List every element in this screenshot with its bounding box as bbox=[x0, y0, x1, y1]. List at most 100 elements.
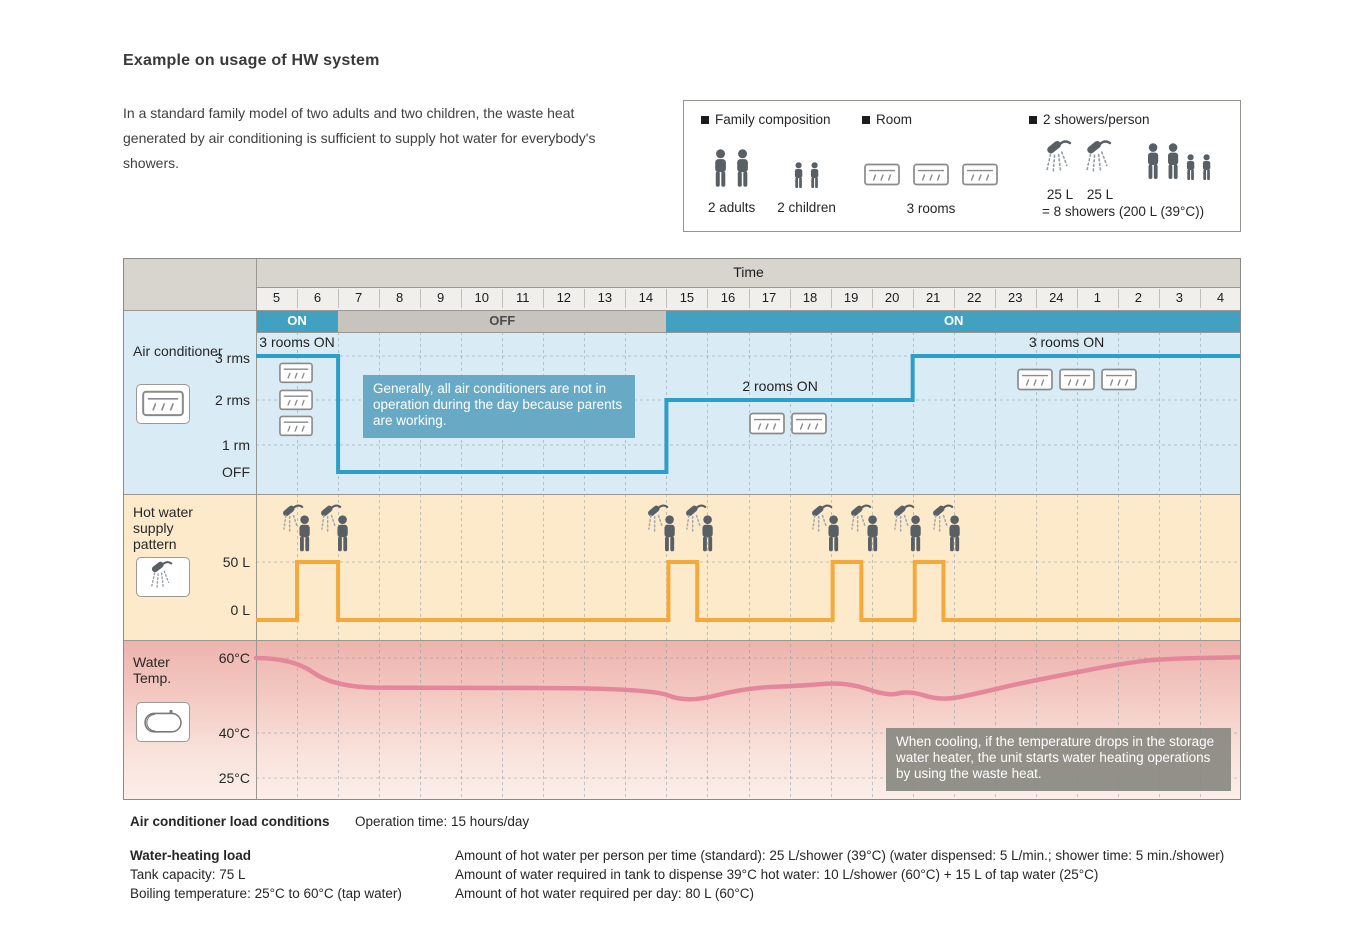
hour-label: 16 bbox=[720, 290, 736, 305]
tank-icon-box bbox=[136, 702, 190, 742]
hour-label: 22 bbox=[966, 290, 982, 305]
axis-label-0l: 0 L bbox=[230, 602, 250, 618]
adult-icon bbox=[715, 149, 726, 187]
shower-unit: 25 L bbox=[1040, 139, 1080, 202]
legend-heading-showers-text: 2 showers/person bbox=[1043, 112, 1150, 127]
hour-label: 11 bbox=[516, 290, 530, 305]
child-icon bbox=[794, 162, 803, 189]
hour-label: 15 bbox=[679, 290, 695, 305]
hour-label: 21 bbox=[925, 290, 941, 305]
room-icons bbox=[864, 163, 998, 187]
operation-time-text: Operation time: 15 hours/day bbox=[355, 814, 530, 829]
intro-line: In a standard family model of two adults… bbox=[123, 105, 575, 121]
amount-line: Amount of hot water required per day: 80… bbox=[455, 886, 755, 901]
air-conditioner-icon bbox=[913, 163, 949, 186]
legend-heading-showers: 2 showers/person bbox=[1029, 112, 1150, 127]
power-onoff-bar: ON OFF ON bbox=[256, 310, 1241, 332]
water-heating-load-heading: Water-heating load bbox=[130, 848, 252, 863]
hour-label: 18 bbox=[802, 290, 818, 305]
person-shower-icon bbox=[647, 504, 675, 552]
ac-icon-group bbox=[748, 412, 827, 436]
water-temp-callout: When cooling, if the temperature drops i… bbox=[886, 728, 1231, 791]
shower-volume-label: 25 L bbox=[1046, 187, 1074, 202]
shower-head-icon bbox=[150, 561, 173, 590]
section-label-air-conditioner: Air conditioner bbox=[133, 343, 223, 359]
shower-group bbox=[810, 504, 885, 556]
ac-icon-group bbox=[1017, 368, 1138, 392]
hour-label: 2 bbox=[1134, 290, 1142, 305]
person-shower-icon bbox=[932, 504, 960, 552]
child-icon bbox=[1202, 154, 1210, 181]
adult-icon bbox=[1148, 143, 1159, 179]
axis-label-25c: 25°C bbox=[218, 770, 250, 786]
shower-volume-label: 25 L bbox=[1086, 187, 1114, 202]
power-segment-on: ON bbox=[666, 310, 1241, 332]
person-shower-icon bbox=[321, 504, 348, 552]
water-heating-load-block: Water-heating load Tank capacity: 75 L Bo… bbox=[130, 846, 402, 903]
ac-icon-group bbox=[278, 362, 313, 438]
water-heating-line: Boiling temperature: 25°C to 60°C (tap w… bbox=[130, 886, 402, 901]
hour-label: 13 bbox=[597, 290, 613, 305]
power-segment-off: OFF bbox=[338, 310, 667, 332]
annotation-3-rooms-on: 3 rooms ON bbox=[1028, 334, 1105, 350]
adults-group: 2 adults bbox=[708, 149, 755, 215]
axis-label-off: OFF bbox=[222, 464, 250, 480]
amount-line: Amount of water required in tank to disp… bbox=[455, 867, 1099, 882]
ac-callout: Generally, all air conditioners are not … bbox=[363, 375, 635, 438]
amount-line: Amount of hot water per person per time … bbox=[455, 848, 1225, 863]
rooms-group: 3 rooms bbox=[864, 163, 998, 216]
air-conditioner-icon bbox=[142, 390, 184, 417]
hour-label: 8 bbox=[396, 290, 404, 305]
intro-line: generated by air conditioning is suffici… bbox=[123, 130, 596, 146]
air-conditioner-icon bbox=[278, 389, 313, 410]
shower-result-label: = 8 showers (200 L (39°C)) bbox=[1042, 204, 1205, 219]
axis-label-60c: 60°C bbox=[218, 650, 250, 666]
adult-icon bbox=[1168, 143, 1179, 179]
chart-overlay-layer: 3 rooms ON 2 rooms ON 3 rooms ON bbox=[123, 258, 1241, 800]
legend-heading-family: Family composition bbox=[701, 112, 831, 127]
family-composition-group: 2 adults 2 children bbox=[708, 149, 836, 215]
square-bullet-icon bbox=[862, 115, 870, 124]
hour-label: 5 bbox=[272, 290, 281, 305]
hour-label: 23 bbox=[1008, 290, 1023, 305]
child-icon bbox=[810, 162, 819, 189]
air-conditioner-icon bbox=[278, 362, 313, 384]
air-conditioner-icon bbox=[748, 412, 785, 435]
storage-tank-icon bbox=[144, 710, 182, 733]
air-conditioner-icon bbox=[278, 415, 313, 437]
child-icons bbox=[792, 162, 821, 191]
corner-cell bbox=[123, 258, 256, 310]
hour-label: 17 bbox=[761, 290, 777, 305]
water-heating-load-lines: Tank capacity: 75 L Boiling temperature: … bbox=[130, 865, 402, 903]
annotation-3-rooms-on: 3 rooms ON bbox=[259, 334, 335, 350]
legend-heading-room: Room bbox=[862, 112, 912, 127]
hour-label: 1 bbox=[1093, 290, 1101, 305]
hot-water-amounts-block: Amount of hot water per person per time … bbox=[455, 846, 1224, 903]
adult-icons bbox=[711, 149, 752, 191]
legend-box: Family composition Room 2 showers/person… bbox=[683, 100, 1241, 270]
person-shower-icon bbox=[812, 504, 839, 552]
hour-label: 19 bbox=[843, 290, 859, 305]
air-conditioner-icon bbox=[790, 412, 827, 435]
person-shower-icon bbox=[850, 504, 878, 552]
air-conditioner-icon bbox=[1101, 368, 1138, 391]
shower-group bbox=[892, 504, 967, 556]
axis-label-40c: 40°C bbox=[218, 725, 250, 741]
hour-label: 6 bbox=[313, 290, 322, 305]
page-title: Example on usage of HW system bbox=[123, 52, 380, 69]
air-conditioner-icon bbox=[864, 163, 900, 186]
hour-label: 20 bbox=[884, 290, 900, 305]
hour-label: 10 bbox=[474, 290, 489, 305]
power-segment-on: ON bbox=[256, 310, 339, 332]
person-shower-icon bbox=[686, 504, 714, 552]
shower-group bbox=[646, 504, 721, 556]
shower-icon-box bbox=[136, 557, 190, 597]
hour-label: 4 bbox=[1216, 290, 1225, 305]
shower-group bbox=[281, 504, 356, 556]
axis-label-50l: 50 L bbox=[222, 554, 250, 570]
intro-paragraph: In a standard family model of two adults… bbox=[123, 101, 595, 176]
axis-label-1rm: 1 rm bbox=[222, 437, 250, 453]
hour-label: 14 bbox=[638, 290, 654, 305]
ac-load-conditions-heading: Air conditioner load conditions bbox=[130, 814, 330, 829]
child-icon bbox=[1187, 154, 1195, 181]
